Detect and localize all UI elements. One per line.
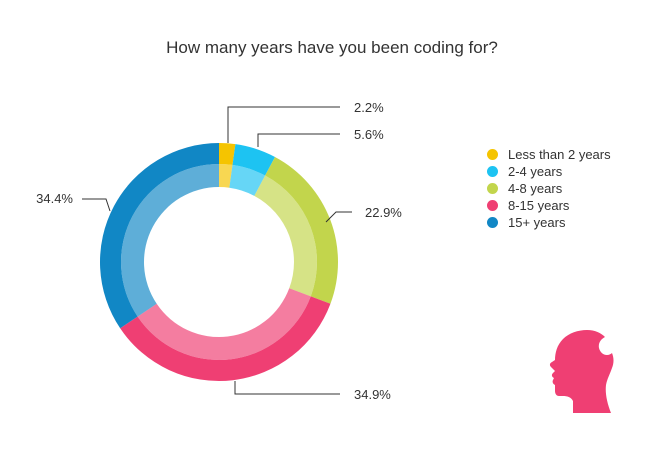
slice-inner-2-4-years <box>229 164 266 196</box>
legend-swatch <box>487 149 498 160</box>
slice-less-than-2-years <box>219 143 236 165</box>
data-label-4-8-years: 22.9% <box>365 205 402 220</box>
legend-label: 2-4 years <box>508 164 563 179</box>
leader-line-2-4-years <box>257 133 340 147</box>
legend-item-2-4-years: 2-4 years <box>487 163 611 180</box>
slice-2-4-years <box>232 144 276 176</box>
legend-label: 15+ years <box>508 215 566 230</box>
legend-label: 4-8 years <box>508 181 563 196</box>
slice-15-plus-years <box>100 143 219 329</box>
data-label-2-4-years: 5.6% <box>354 127 384 142</box>
leader-line-less-than-2-years <box>227 106 340 143</box>
legend-label: Less than 2 years <box>508 147 611 162</box>
slice-8-15-years <box>120 296 331 382</box>
chart-title: How many years have you been coding for? <box>166 38 498 57</box>
leader-line-15-plus-years <box>82 198 111 212</box>
leader-line-4-8-years <box>325 211 352 223</box>
head-profile-icon <box>545 325 620 420</box>
legend-item-less-than-2-years: Less than 2 years <box>487 146 611 163</box>
legend-swatch <box>487 183 498 194</box>
slice-inner-less-than-2-years <box>219 164 233 188</box>
leader-line-8-15-years <box>234 381 340 395</box>
slice-inner-4-8-years <box>254 175 317 297</box>
legend-swatch <box>487 166 498 177</box>
legend-swatch <box>487 200 498 211</box>
slice-inner-8-15-years <box>137 288 311 360</box>
slice-inner-15-plus-years <box>121 164 219 317</box>
legend-item-15-plus-years: 15+ years <box>487 214 611 231</box>
legend-item-8-15-years: 8-15 years <box>487 197 611 214</box>
data-label-15-plus-years: 34.4% <box>36 191 73 206</box>
data-label-less-than-2-years: 2.2% <box>354 100 384 115</box>
legend-swatch <box>487 217 498 228</box>
data-label-8-15-years: 34.9% <box>354 387 391 402</box>
legend-label: 8-15 years <box>508 198 570 213</box>
chart-legend: Less than 2 years 2-4 years 4-8 years 8-… <box>487 146 611 231</box>
legend-item-4-8-years: 4-8 years <box>487 180 611 197</box>
slice-4-8-years <box>265 157 338 304</box>
